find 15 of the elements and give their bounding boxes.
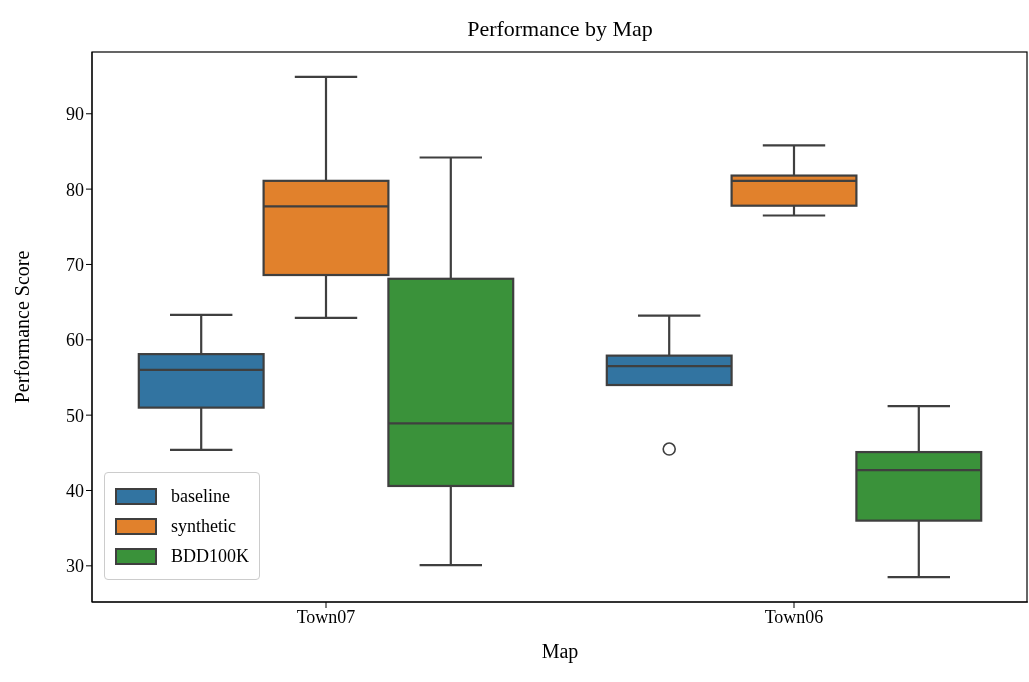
y-tick-label: 60 [66,330,84,351]
y-tick-label: 80 [66,179,84,200]
x-tick-label: Town07 [296,606,356,627]
chart-title: Performance by Map [467,16,653,41]
y-tick-label: 40 [66,480,84,501]
legend-label: synthetic [171,515,236,537]
legend-label: baseline [171,485,230,507]
y-tick-label: 70 [66,254,84,275]
y-axis-title: Performance Score [11,250,34,404]
y-tick-label: 30 [66,556,84,577]
y-tick-label: 50 [66,405,84,426]
y-tick-label: 90 [66,104,84,125]
legend-label: BDD100K [171,545,250,567]
x-axis-title: Map [541,640,579,663]
x-tick-label: Town06 [764,606,824,627]
